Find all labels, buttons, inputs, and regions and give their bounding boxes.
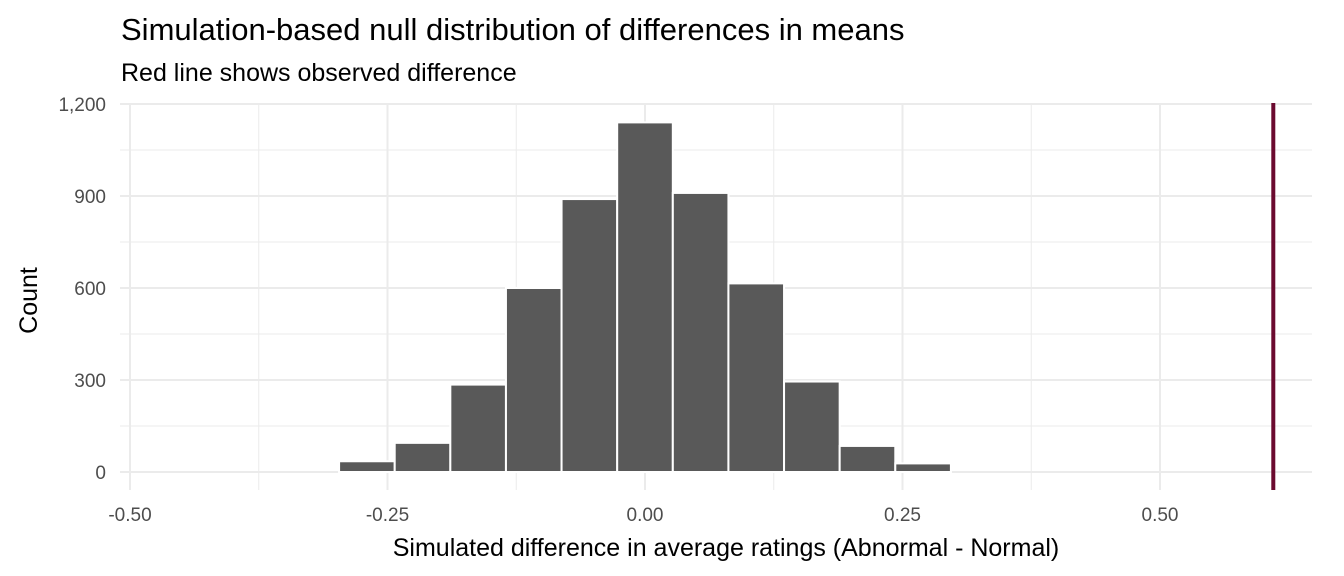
x-axis-ticks: -0.50 -0.25 0.00 0.25 0.50 bbox=[108, 505, 1178, 526]
histogram-bar bbox=[838, 444, 897, 473]
histogram-bar bbox=[894, 462, 952, 473]
histogram-bar bbox=[338, 460, 396, 473]
y-tick-label: 900 bbox=[74, 187, 106, 208]
histogram-bar bbox=[449, 383, 507, 474]
histogram-bar bbox=[671, 191, 730, 474]
histogram-bar bbox=[393, 441, 452, 474]
x-tick-label: -0.50 bbox=[108, 505, 151, 526]
y-tick-label: 300 bbox=[74, 371, 106, 392]
x-tick-label: 0.50 bbox=[1142, 505, 1179, 526]
histogram-bar bbox=[560, 198, 619, 473]
x-tick-label: 0.25 bbox=[884, 505, 921, 526]
histogram-bar bbox=[783, 380, 841, 473]
histogram-bar bbox=[727, 282, 786, 473]
x-tick-label: -0.25 bbox=[366, 505, 409, 526]
y-axis-title: Count bbox=[15, 267, 43, 334]
histogram-bar bbox=[504, 287, 563, 473]
y-axis-ticks: 0 300 600 900 1,200 bbox=[58, 95, 106, 484]
chart-subtitle: Red line shows observed difference bbox=[121, 59, 517, 87]
histogram-bars bbox=[338, 121, 952, 474]
y-tick-label: 0 bbox=[95, 463, 106, 484]
x-tick-label: 0.00 bbox=[627, 505, 664, 526]
x-axis-title: Simulated difference in average ratings … bbox=[393, 534, 1060, 562]
y-tick-label: 1,200 bbox=[58, 95, 106, 116]
histogram-bar bbox=[616, 121, 674, 474]
chart-title: Simulation-based null distribution of di… bbox=[121, 12, 905, 47]
y-tick-label: 600 bbox=[74, 279, 106, 300]
